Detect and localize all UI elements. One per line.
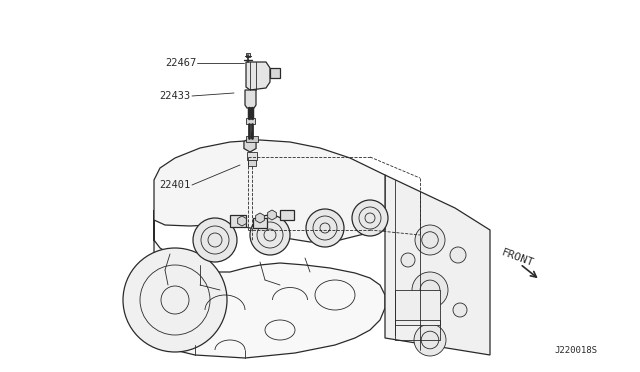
Polygon shape <box>246 62 270 90</box>
Text: FRONT: FRONT <box>500 247 536 269</box>
Circle shape <box>453 303 467 317</box>
Bar <box>246 118 255 124</box>
Circle shape <box>412 272 448 308</box>
Bar <box>395 320 440 340</box>
Circle shape <box>250 215 290 255</box>
Circle shape <box>414 324 446 356</box>
Bar <box>253 218 267 228</box>
Circle shape <box>193 218 237 262</box>
Polygon shape <box>154 140 385 242</box>
Bar <box>248 160 256 166</box>
Bar <box>246 53 250 57</box>
Polygon shape <box>268 210 276 220</box>
Circle shape <box>401 253 415 267</box>
Circle shape <box>123 248 227 352</box>
Bar <box>280 210 294 220</box>
Circle shape <box>352 200 388 236</box>
Text: 22401: 22401 <box>160 180 191 190</box>
Circle shape <box>415 225 445 255</box>
Circle shape <box>306 209 344 247</box>
Bar <box>395 290 440 325</box>
Text: 22467: 22467 <box>164 58 196 68</box>
Bar <box>230 215 246 227</box>
Text: J220018S: J220018S <box>554 346 597 355</box>
Polygon shape <box>244 138 256 152</box>
Polygon shape <box>270 68 280 78</box>
Polygon shape <box>154 210 385 358</box>
Text: 22433: 22433 <box>160 91 191 101</box>
Polygon shape <box>385 175 490 355</box>
Bar <box>247 152 257 160</box>
Bar <box>246 136 258 142</box>
Polygon shape <box>245 90 256 108</box>
Circle shape <box>450 247 466 263</box>
Polygon shape <box>237 216 246 226</box>
Polygon shape <box>255 213 264 223</box>
